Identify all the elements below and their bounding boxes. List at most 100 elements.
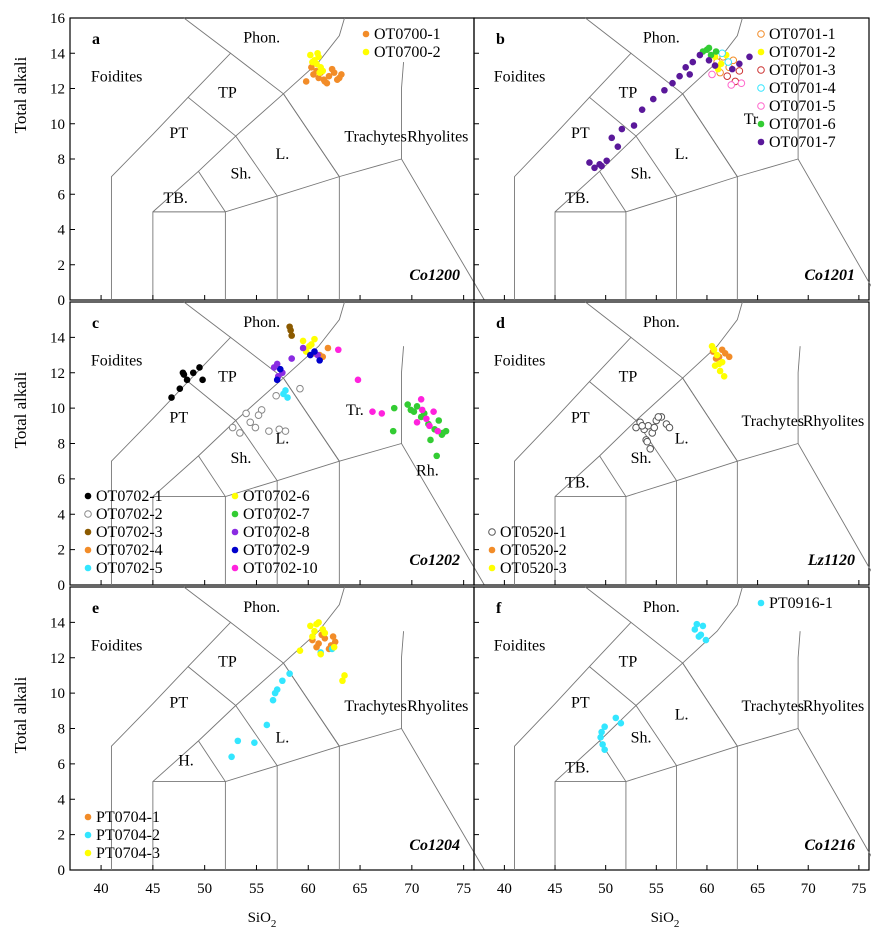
- data-point: [716, 367, 724, 375]
- data-point: [168, 394, 175, 401]
- data-point: [321, 78, 329, 85]
- field-boundary-line: [187, 96, 237, 137]
- data-point: [299, 337, 307, 345]
- data-point: [724, 58, 733, 66]
- data-point: [288, 355, 295, 362]
- y-tick-label: 12: [50, 366, 65, 382]
- field-boundary-line: [625, 158, 871, 300]
- data-point: [254, 411, 263, 420]
- data-point: [430, 408, 437, 415]
- field-label: TP: [619, 84, 638, 101]
- data-point: [597, 734, 604, 741]
- field-boundaries: [110, 17, 485, 301]
- field-label: Rhyolites: [407, 128, 468, 145]
- legend-marker: [231, 546, 239, 554]
- sample-label: Co1204: [409, 837, 460, 854]
- data-point: [176, 385, 184, 392]
- x-axis-label-left: SiO2: [248, 910, 277, 930]
- data-point: [236, 429, 244, 437]
- data-point: [643, 437, 651, 446]
- series-PT0704-3: [296, 619, 348, 685]
- legend-label: PT0704-1: [96, 809, 160, 826]
- data-point: [598, 162, 605, 170]
- data-point: [281, 427, 290, 435]
- data-point: [665, 423, 674, 432]
- legend-marker: [757, 84, 765, 92]
- data-point: [316, 69, 323, 76]
- y-axis-label-bottom: Total alkali: [11, 676, 30, 753]
- field-label: Trachytes: [344, 128, 407, 145]
- sample-label: Co1201: [804, 267, 855, 284]
- legend-marker: [231, 492, 239, 500]
- panel-letter: b: [496, 31, 505, 48]
- y-tick-label: 8: [58, 152, 66, 168]
- legend-marker: [488, 564, 496, 572]
- field-label: Foidites: [91, 353, 143, 370]
- data-point: [708, 70, 716, 79]
- legend-marker: [84, 528, 92, 536]
- data-point: [369, 408, 376, 415]
- field-label: TP: [218, 369, 237, 386]
- field-boundaries: [514, 586, 871, 870]
- x-tick-label: 60: [301, 881, 316, 897]
- field-boundary-line: [187, 381, 237, 421]
- y-tick-label: 14: [50, 46, 66, 62]
- data-point: [251, 423, 260, 432]
- data-point: [423, 415, 430, 423]
- legend-marker: [231, 528, 239, 536]
- x-tick-label: 70: [404, 881, 419, 897]
- y-tick-label: 4: [58, 223, 66, 239]
- panel-c: 0 2 4 6 8 10 12 14 c Co1202 Phon. Foidites TP PT Tr. Rh…: [50, 301, 485, 594]
- field-boundary-line: [283, 662, 340, 747]
- data-point: [228, 753, 235, 761]
- data-point: [427, 436, 434, 444]
- legend-marker: [757, 102, 765, 110]
- field-label: TP: [218, 654, 237, 671]
- y-tick-label: 14: [50, 615, 66, 631]
- series-OT0702-10: [334, 346, 442, 435]
- data-point: [630, 122, 638, 129]
- data-point: [308, 64, 315, 71]
- data-point: [284, 394, 291, 401]
- data-point: [276, 365, 284, 373]
- y-tick-label: 10: [50, 401, 65, 417]
- legend-label: OT0702-6: [243, 488, 310, 505]
- data-point: [439, 429, 447, 437]
- field-label: TB.: [565, 475, 589, 492]
- data-point: [736, 60, 743, 68]
- data-point: [735, 67, 744, 75]
- legend-marker: [84, 831, 92, 839]
- data-point: [713, 351, 721, 359]
- field-label: PT: [571, 694, 590, 711]
- data-point: [711, 62, 719, 69]
- data-point: [689, 58, 697, 66]
- data-point: [309, 633, 316, 640]
- field-boundary-line: [682, 93, 738, 177]
- field-label: Sh.: [631, 165, 652, 182]
- field-label: Foidites: [494, 68, 546, 85]
- field-boundary-line: [682, 662, 738, 747]
- data-point: [433, 452, 441, 460]
- data-point: [330, 643, 338, 651]
- data-point: [693, 620, 701, 628]
- legend-label: OT0701-4: [769, 80, 836, 97]
- data-point: [338, 71, 345, 78]
- data-point: [339, 677, 346, 685]
- field-boundary-line: [635, 705, 677, 766]
- data-point: [309, 58, 316, 66]
- data-point: [272, 391, 280, 400]
- data-point: [273, 360, 281, 368]
- data-point: [737, 79, 746, 88]
- x-tick-label: 55: [649, 881, 664, 897]
- data-point: [618, 125, 626, 133]
- data-point: [271, 689, 279, 697]
- data-point: [707, 51, 715, 59]
- data-point: [725, 353, 733, 361]
- data-point: [638, 422, 646, 430]
- series-OT0702-5: [280, 387, 291, 401]
- data-point: [189, 369, 197, 377]
- field-boundaries: [514, 17, 871, 300]
- legend-marker: [757, 599, 765, 607]
